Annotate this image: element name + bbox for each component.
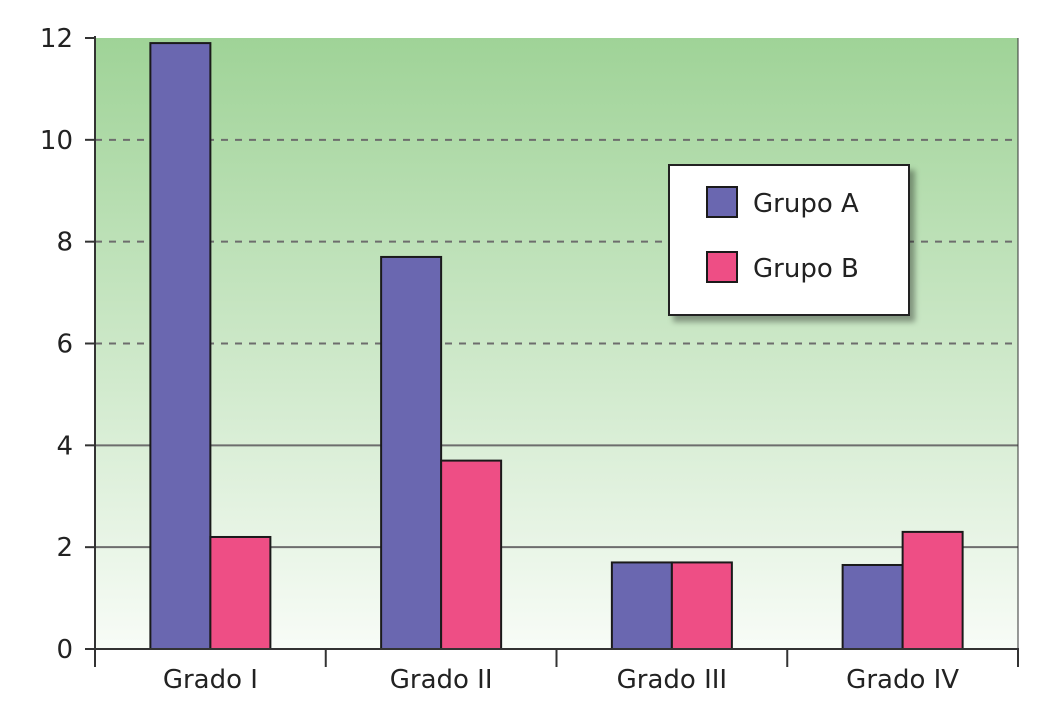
x-tick-label: Grado II	[390, 665, 493, 695]
bar-grupo-a-3	[610, 561, 673, 650]
legend-box	[668, 164, 910, 316]
y-tick-label: 10	[40, 126, 73, 156]
y-tick-label: 12	[40, 24, 73, 54]
y-tick-label: 2	[56, 533, 73, 563]
legend-label: Grupo A	[753, 189, 859, 219]
y-tick-label: 6	[56, 330, 73, 360]
bar-grupo-b-3	[670, 561, 733, 650]
y-axis-ticks: 0 2 4 6 8 10 12	[40, 24, 95, 665]
y-tick-label: 0	[56, 635, 73, 665]
bar-grupo-b-4	[901, 530, 964, 650]
bar-grupo-b-1	[209, 535, 272, 651]
bar-grupo-b-2	[440, 459, 503, 650]
bar-grupo-a-1	[149, 42, 212, 650]
bar-grupo-a-2	[380, 255, 443, 650]
y-tick-label: 8	[56, 228, 73, 258]
legend: Grupo A Grupo B	[668, 164, 910, 316]
legend-swatch	[706, 251, 738, 283]
x-tick-label: Grado IV	[846, 665, 959, 695]
bars	[149, 42, 964, 651]
legend-swatch	[706, 186, 738, 218]
y-tick-label: 4	[56, 431, 73, 461]
x-tick-label: Grado I	[163, 665, 258, 695]
bar-grupo-a-4	[841, 563, 904, 650]
x-tick-label: Grado III	[617, 665, 727, 695]
legend-label: Grupo B	[753, 254, 859, 284]
x-axis-ticks: Grado I Grado II Grado III Grado IV	[94, 649, 1019, 695]
